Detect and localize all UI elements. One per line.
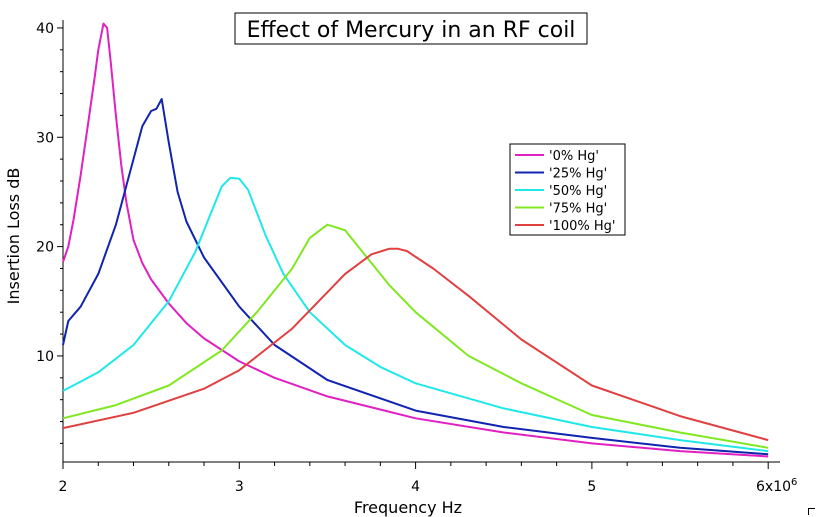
x-scale-base: 6x10 xyxy=(756,479,791,495)
chart-title: Effect of Mercury in an RF coil xyxy=(247,18,576,43)
y-ticks: 10 20 30 40 xyxy=(36,21,63,444)
legend-label-1: '25% Hg' xyxy=(549,167,607,182)
y-axis: 10 20 30 40 xyxy=(36,20,64,462)
x-ticks: 2 3 4 5 xyxy=(59,462,769,495)
series-line-0 xyxy=(62,22,769,458)
x-scale-exponent: 6 xyxy=(791,477,797,488)
x-axis-scale-label: 6x106 xyxy=(756,477,797,495)
y-tick-label: 30 xyxy=(36,130,54,146)
series-line-4 xyxy=(62,247,769,442)
x-axis: 2 3 4 5 xyxy=(59,461,780,495)
x-tick-label: 5 xyxy=(587,479,596,495)
legend: '0% Hg' '25% Hg' '50% Hg' '75% Hg' '100% Hg' xyxy=(509,143,626,236)
y-tick-label: 20 xyxy=(36,240,54,256)
series-line-3 xyxy=(62,223,769,449)
chart-title-box: Effect of Mercury in an RF coil xyxy=(234,12,588,45)
legend-items: '0% Hg' '25% Hg' '50% Hg' '75% Hg' '100% Hg' xyxy=(515,149,615,234)
x-tick-label: 2 xyxy=(59,479,68,495)
y-tick-label: 10 xyxy=(36,349,54,365)
x-tick-label: 3 xyxy=(235,479,244,495)
y-axis-title: Insertion Loss dB xyxy=(4,168,23,305)
x-tick-label: 4 xyxy=(411,479,420,495)
x-axis-title: Frequency Hz xyxy=(354,498,462,517)
series-line-2 xyxy=(62,176,769,453)
series-lines xyxy=(62,22,769,458)
legend-label-2: '50% Hg' xyxy=(549,184,607,199)
corner-mark xyxy=(808,508,815,515)
legend-label-3: '75% Hg' xyxy=(549,202,607,217)
y-tick-label: 40 xyxy=(36,21,54,37)
legend-label-0: '0% Hg' xyxy=(549,149,599,164)
series-line-1 xyxy=(62,98,769,456)
chart-title-border xyxy=(234,12,588,45)
legend-label-4: '100% Hg' xyxy=(549,219,615,234)
